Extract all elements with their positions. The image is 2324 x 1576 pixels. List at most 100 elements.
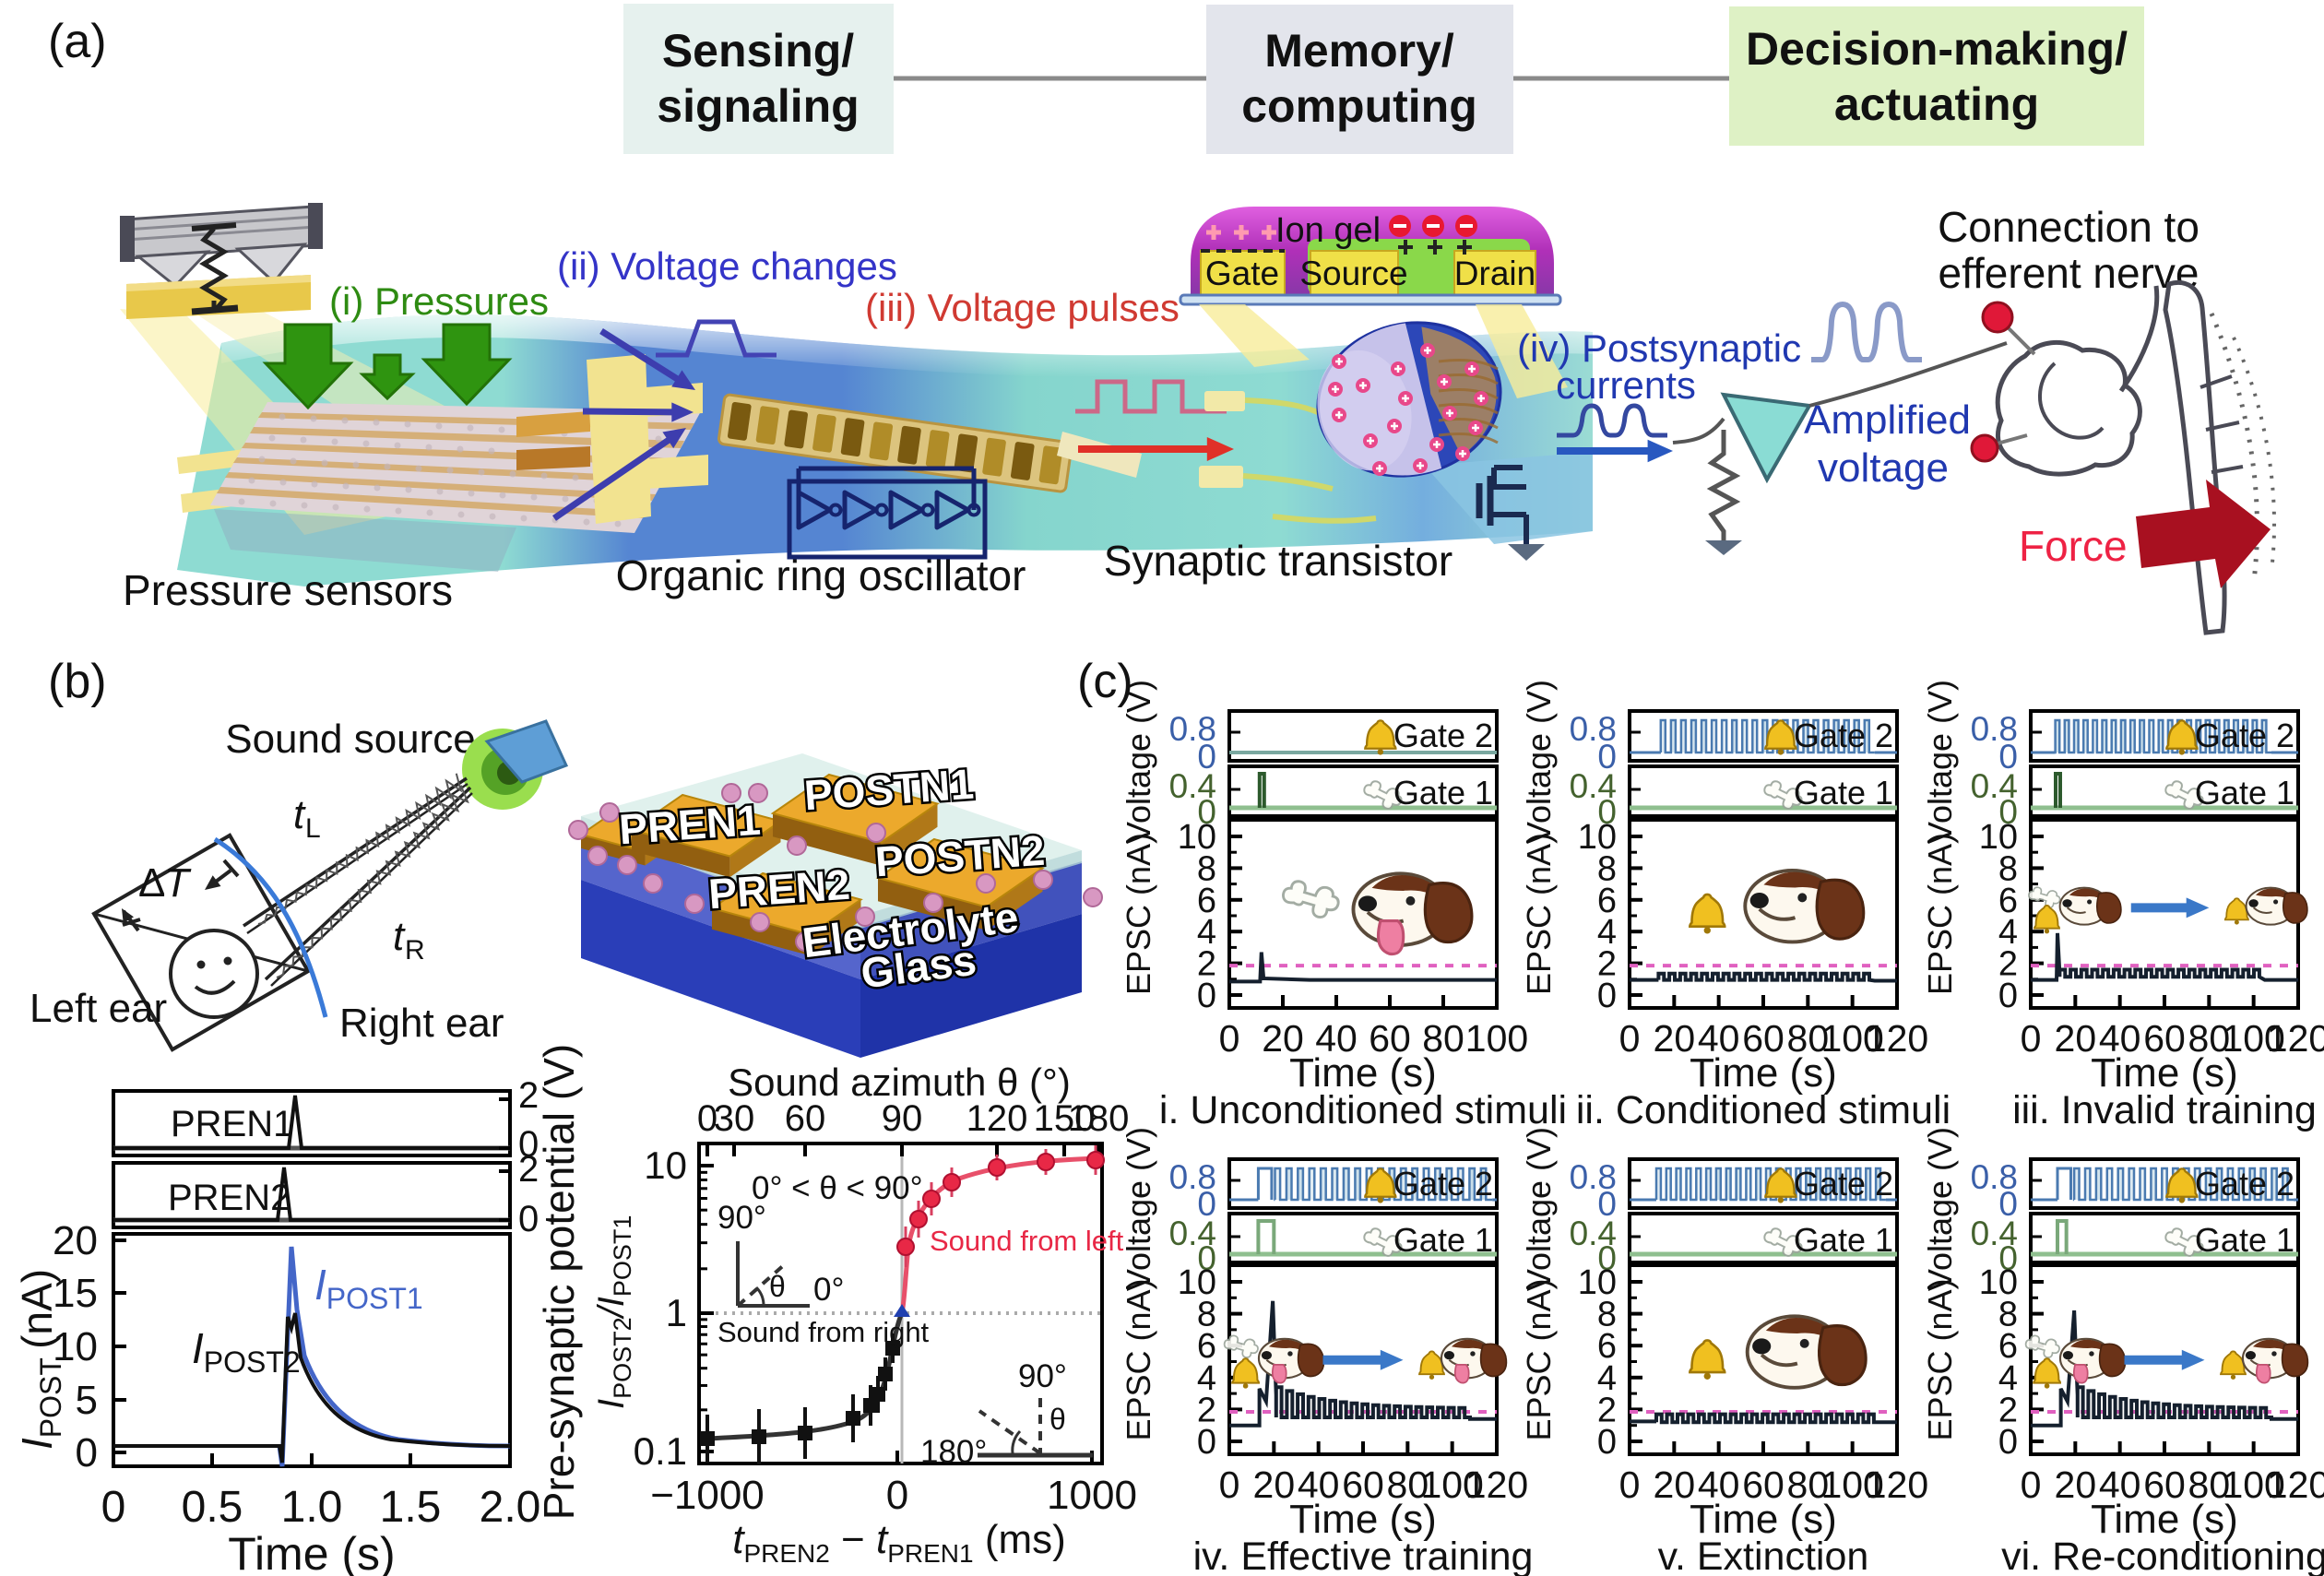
svg-text:0: 0 [101,1483,126,1532]
svg-text:0: 0 [1597,1185,1617,1223]
svg-text:40: 40 [2099,1463,2141,1506]
svg-text:120: 120 [1465,1463,1528,1506]
svg-text:Time (s): Time (s) [1690,1497,1837,1542]
svg-text:Pre-synaptic potential (V): Pre-synaptic potential (V) [535,1044,583,1520]
svg-text:IPOST1: IPOST1 [314,1261,423,1315]
svg-text:30: 30 [714,1098,755,1139]
svg-text:0° < θ < 90°: 0° < θ < 90° [752,1170,923,1206]
svg-text:R: R [405,935,425,966]
svg-text:Sound source: Sound source [225,717,476,762]
svg-text:100: 100 [1420,1463,1483,1506]
svg-text:Gate 1: Gate 1 [1393,1221,1493,1259]
svg-text:0.4: 0.4 [1971,767,2018,805]
svg-text:0: 0 [886,1473,908,1518]
svg-text:4: 4 [1597,1359,1617,1398]
svg-text:Voltage (V): Voltage (V) [1921,680,1959,844]
svg-text:6: 6 [1998,1327,2018,1366]
svg-text:Voltage (V): Voltage (V) [1520,680,1558,844]
svg-text:EPSC (nA): EPSC (nA) [1120,1278,1157,1440]
svg-text:Pressure sensors: Pressure sensors [123,566,453,614]
svg-text:0: 0 [1597,977,1617,1015]
svg-text:iv. Effective training: iv. Effective training [1193,1535,1534,1576]
svg-text:Gate 1: Gate 1 [1794,774,1893,812]
svg-text:0.4: 0.4 [1169,1215,1216,1252]
svg-text:voltage: voltage [1818,445,1949,491]
svg-text:6: 6 [1597,1327,1617,1366]
svg-text:0°: 0° [813,1272,844,1308]
svg-text:Connection to: Connection to [1938,203,2200,251]
svg-text:(c): (c) [1077,655,1133,708]
svg-text:120: 120 [2267,1017,2324,1060]
svg-text:computing: computing [1241,80,1477,132]
svg-text:Time (s): Time (s) [1289,1497,1437,1542]
svg-text:Time (s): Time (s) [228,1528,395,1576]
svg-text:Gate 2: Gate 2 [1393,1165,1493,1203]
svg-text:0: 0 [518,1199,539,1239]
svg-text:0.1: 0.1 [634,1429,687,1473]
svg-text:0: 0 [1597,1423,1617,1462]
svg-text:6: 6 [1197,882,1216,920]
svg-text:10: 10 [1178,1263,1216,1302]
svg-text:v. Extinction: v. Extinction [1658,1535,1869,1576]
svg-text:Left ear: Left ear [30,986,167,1031]
svg-text:Right ear: Right ear [339,1001,504,1046]
svg-text:80: 80 [1422,1017,1464,1060]
svg-text:EPSC (nA): EPSC (nA) [1520,833,1558,995]
svg-text:2: 2 [1197,945,1216,984]
svg-text:10: 10 [1979,818,2018,857]
svg-text:0: 0 [1998,1239,2018,1277]
svg-text:2: 2 [1998,1391,2018,1429]
svg-text:Decision-making/: Decision-making/ [1746,23,2128,75]
svg-text:θ: θ [769,1270,786,1303]
svg-text:EPSC (nA): EPSC (nA) [1120,833,1157,995]
svg-text:20: 20 [1654,1017,1696,1060]
svg-text:signaling: signaling [657,80,859,132]
svg-text:150: 150 [1034,1098,1096,1139]
svg-text:0: 0 [697,1098,717,1139]
svg-text:80: 80 [1787,1463,1830,1506]
svg-text:20: 20 [2055,1463,2097,1506]
svg-text:10: 10 [53,1324,98,1369]
svg-text:40: 40 [1698,1463,1740,1506]
svg-text:Gate 2: Gate 2 [1393,717,1493,754]
svg-text:80: 80 [1787,1017,1830,1060]
svg-text:6: 6 [1597,882,1617,920]
svg-text:θ: θ [1049,1403,1066,1436]
svg-text:20: 20 [1654,1463,1696,1506]
svg-text:80: 80 [2188,1017,2231,1060]
svg-text:L: L [305,813,321,844]
svg-text:60: 60 [785,1098,826,1139]
svg-text:40: 40 [2099,1017,2141,1060]
svg-text:0.8: 0.8 [1570,710,1617,748]
svg-text:Gate 1: Gate 1 [2195,1221,2294,1259]
svg-text:8: 8 [1197,1296,1216,1334]
svg-text:2: 2 [1597,1391,1617,1429]
svg-text:0.8: 0.8 [1169,1158,1216,1196]
svg-text:efferent nerve: efferent nerve [1938,249,2199,297]
svg-text:Gate 2: Gate 2 [1794,1165,1893,1203]
svg-text:0: 0 [1219,1463,1240,1506]
svg-text:4: 4 [1998,913,2018,952]
svg-text:−1000: −1000 [650,1473,765,1518]
svg-text:t: t [293,792,306,837]
svg-text:Gate 2: Gate 2 [2195,1165,2294,1203]
svg-text:IPOST2/IPOST1: IPOST2/IPOST1 [591,1215,636,1409]
svg-text:Voltage (V): Voltage (V) [1520,1127,1558,1291]
svg-text:Synaptic transistor: Synaptic transistor [1104,537,1452,585]
svg-text:100: 100 [1465,1017,1528,1060]
svg-text:iii. Invalid training: iii. Invalid training [2012,1088,2317,1132]
svg-text:10: 10 [1578,1263,1617,1302]
svg-text:2: 2 [1998,945,2018,984]
svg-text:t: t [393,914,406,959]
svg-text:120: 120 [1866,1017,1928,1060]
svg-text:5: 5 [76,1378,98,1423]
svg-text:60: 60 [1342,1463,1384,1506]
svg-text:8: 8 [1597,849,1617,888]
svg-text:4: 4 [1197,1359,1216,1398]
svg-text:Δ: Δ [138,860,165,906]
svg-text:Sensing/: Sensing/ [662,25,854,77]
svg-text:0.8: 0.8 [1971,710,2018,748]
svg-text:(i) Pressures: (i) Pressures [329,279,549,323]
svg-text:6: 6 [1197,1327,1216,1366]
svg-text:1: 1 [666,1291,687,1334]
